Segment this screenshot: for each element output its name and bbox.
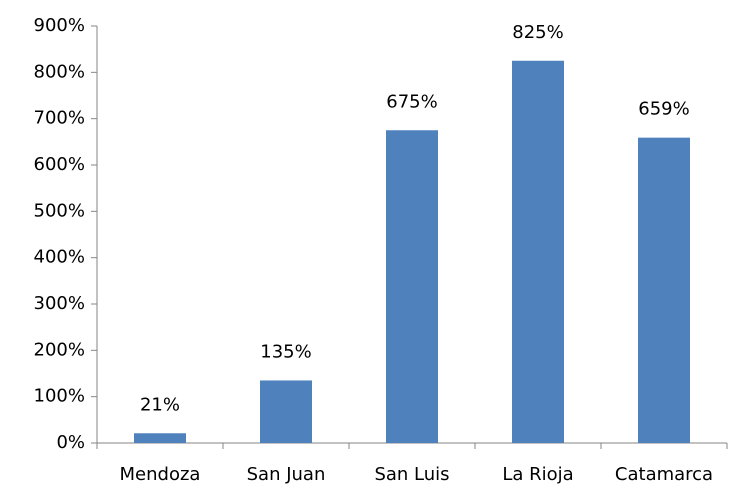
y-tick-label: 900% xyxy=(34,15,85,36)
x-tick-label: Catamarca xyxy=(615,464,713,485)
data-label: 21% xyxy=(140,394,180,415)
data-label: 135% xyxy=(260,341,311,362)
bar xyxy=(386,130,438,443)
y-tick-label: 400% xyxy=(34,247,85,268)
y-tick-label: 600% xyxy=(34,154,85,175)
bar xyxy=(638,137,690,443)
x-tick-label: San Juan xyxy=(247,464,326,485)
y-tick-label: 800% xyxy=(34,61,85,82)
y-tick-label: 200% xyxy=(34,339,85,360)
data-label: 659% xyxy=(638,99,689,120)
x-tick-label: San Luis xyxy=(374,464,449,485)
data-label: 825% xyxy=(512,22,563,43)
y-tick-label: 500% xyxy=(34,200,85,221)
bar xyxy=(134,433,186,443)
bar xyxy=(260,380,312,443)
y-tick-label: 300% xyxy=(34,293,85,314)
data-label: 675% xyxy=(386,91,437,112)
x-tick-label: Mendoza xyxy=(120,464,201,485)
y-tick-label: 700% xyxy=(34,108,85,129)
y-tick-label: 0% xyxy=(56,432,85,453)
x-tick-label: La Rioja xyxy=(502,464,573,485)
bar xyxy=(512,60,564,443)
y-tick-label: 100% xyxy=(34,386,85,407)
